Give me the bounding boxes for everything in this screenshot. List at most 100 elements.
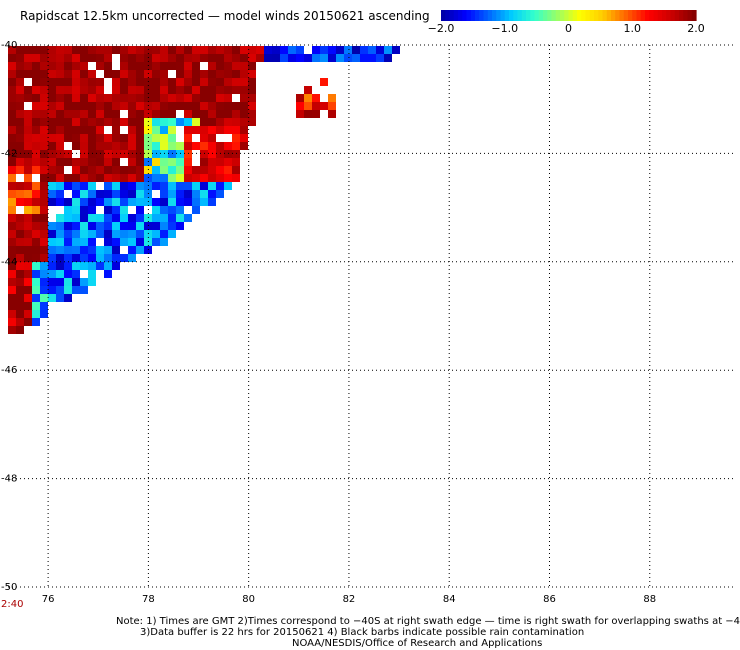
wind-cell [24, 270, 32, 278]
wind-cell [72, 254, 80, 262]
wind-cell [136, 238, 144, 246]
wind-cell [200, 190, 208, 198]
wind-cell [80, 254, 88, 262]
wind-cell [160, 166, 168, 174]
wind-cell [168, 86, 176, 94]
wind-cell [136, 70, 144, 78]
wind-cell [216, 54, 224, 62]
wind-cell [104, 254, 112, 262]
wind-cell [72, 134, 80, 142]
wind-cell [120, 78, 128, 86]
color-bar-segment [653, 10, 659, 21]
wind-cell [192, 190, 200, 198]
longitude-label: 88 [643, 594, 656, 605]
longitude-labels: 76 78 80 82 84 86 88 [42, 594, 656, 605]
wind-cell [56, 166, 64, 174]
wind-cell [248, 46, 256, 54]
wind-cell [200, 86, 208, 94]
wind-cell [168, 46, 176, 54]
wind-cell [96, 158, 104, 166]
color-bar-segment [623, 10, 629, 21]
wind-cell [120, 174, 128, 182]
color-bar-segment [657, 10, 663, 21]
wind-cell [152, 142, 160, 150]
wind-cell [24, 214, 32, 222]
wind-cell [192, 54, 200, 62]
wind-cell [8, 206, 16, 214]
wind-cell [232, 126, 240, 134]
wind-cell [176, 102, 184, 110]
wind-cell [280, 54, 288, 62]
wind-cell [168, 94, 176, 102]
wind-cell [8, 246, 16, 254]
wind-cell [160, 182, 168, 190]
wind-cell [208, 182, 216, 190]
wind-cell [200, 142, 208, 150]
wind-cell [48, 150, 56, 158]
wind-cell [152, 62, 160, 70]
color-bar-segment [555, 10, 561, 21]
wind-cell [80, 94, 88, 102]
wind-cell [72, 158, 80, 166]
wind-cell [176, 78, 184, 86]
color-bar-segment [543, 10, 548, 21]
wind-cell [232, 62, 240, 70]
wind-cell [96, 230, 104, 238]
wind-cell [200, 166, 208, 174]
wind-cell [168, 150, 176, 158]
wind-cell [160, 150, 168, 158]
wind-cell [24, 94, 32, 102]
wind-cell [376, 46, 384, 54]
wind-cell [352, 54, 360, 62]
longitude-label: 86 [543, 594, 556, 605]
wind-cell [208, 126, 216, 134]
wind-cell [24, 142, 32, 150]
wind-cell [104, 238, 112, 246]
wind-cell [232, 150, 240, 158]
wind-cell [64, 254, 72, 262]
wind-cell [80, 70, 88, 78]
wind-cell [216, 46, 224, 54]
wind-cell [48, 134, 56, 142]
wind-cell [248, 70, 256, 78]
wind-cell [112, 158, 120, 166]
wind-cell [48, 166, 56, 174]
wind-cell [128, 166, 136, 174]
wind-cell [120, 94, 128, 102]
wind-cell [96, 118, 104, 126]
wind-cell [136, 198, 144, 206]
wind-cell [24, 70, 32, 78]
wind-cell [16, 326, 24, 334]
wind-cell [128, 102, 136, 110]
wind-cell [136, 142, 144, 150]
wind-cell [216, 190, 224, 198]
wind-cell [296, 94, 304, 102]
wind-cell [256, 46, 264, 54]
wind-cell [192, 118, 200, 126]
wind-cell [240, 102, 248, 110]
wind-cell [56, 254, 64, 262]
wind-cell [8, 262, 16, 270]
wind-cell [96, 150, 104, 158]
wind-cell [8, 46, 16, 54]
wind-cell [40, 78, 48, 86]
wind-cell [48, 222, 56, 230]
wind-cell [152, 158, 160, 166]
wind-cell [184, 46, 192, 54]
wind-cell [168, 142, 176, 150]
wind-cell [56, 62, 64, 70]
wind-cell [8, 270, 16, 278]
wind-cell [112, 238, 120, 246]
wind-cell [200, 118, 208, 126]
color-bar-segment [636, 10, 642, 21]
wind-cell [48, 46, 56, 54]
wind-cell [152, 182, 160, 190]
note-line-1: Note: 1) Times are GMT 2)Times correspon… [116, 616, 740, 627]
wind-cell [40, 150, 48, 158]
wind-cell [184, 158, 192, 166]
wind-cell [136, 86, 144, 94]
wind-cell [40, 214, 48, 222]
wind-cell [72, 110, 80, 118]
wind-cell [160, 126, 168, 134]
wind-cell [160, 118, 168, 126]
